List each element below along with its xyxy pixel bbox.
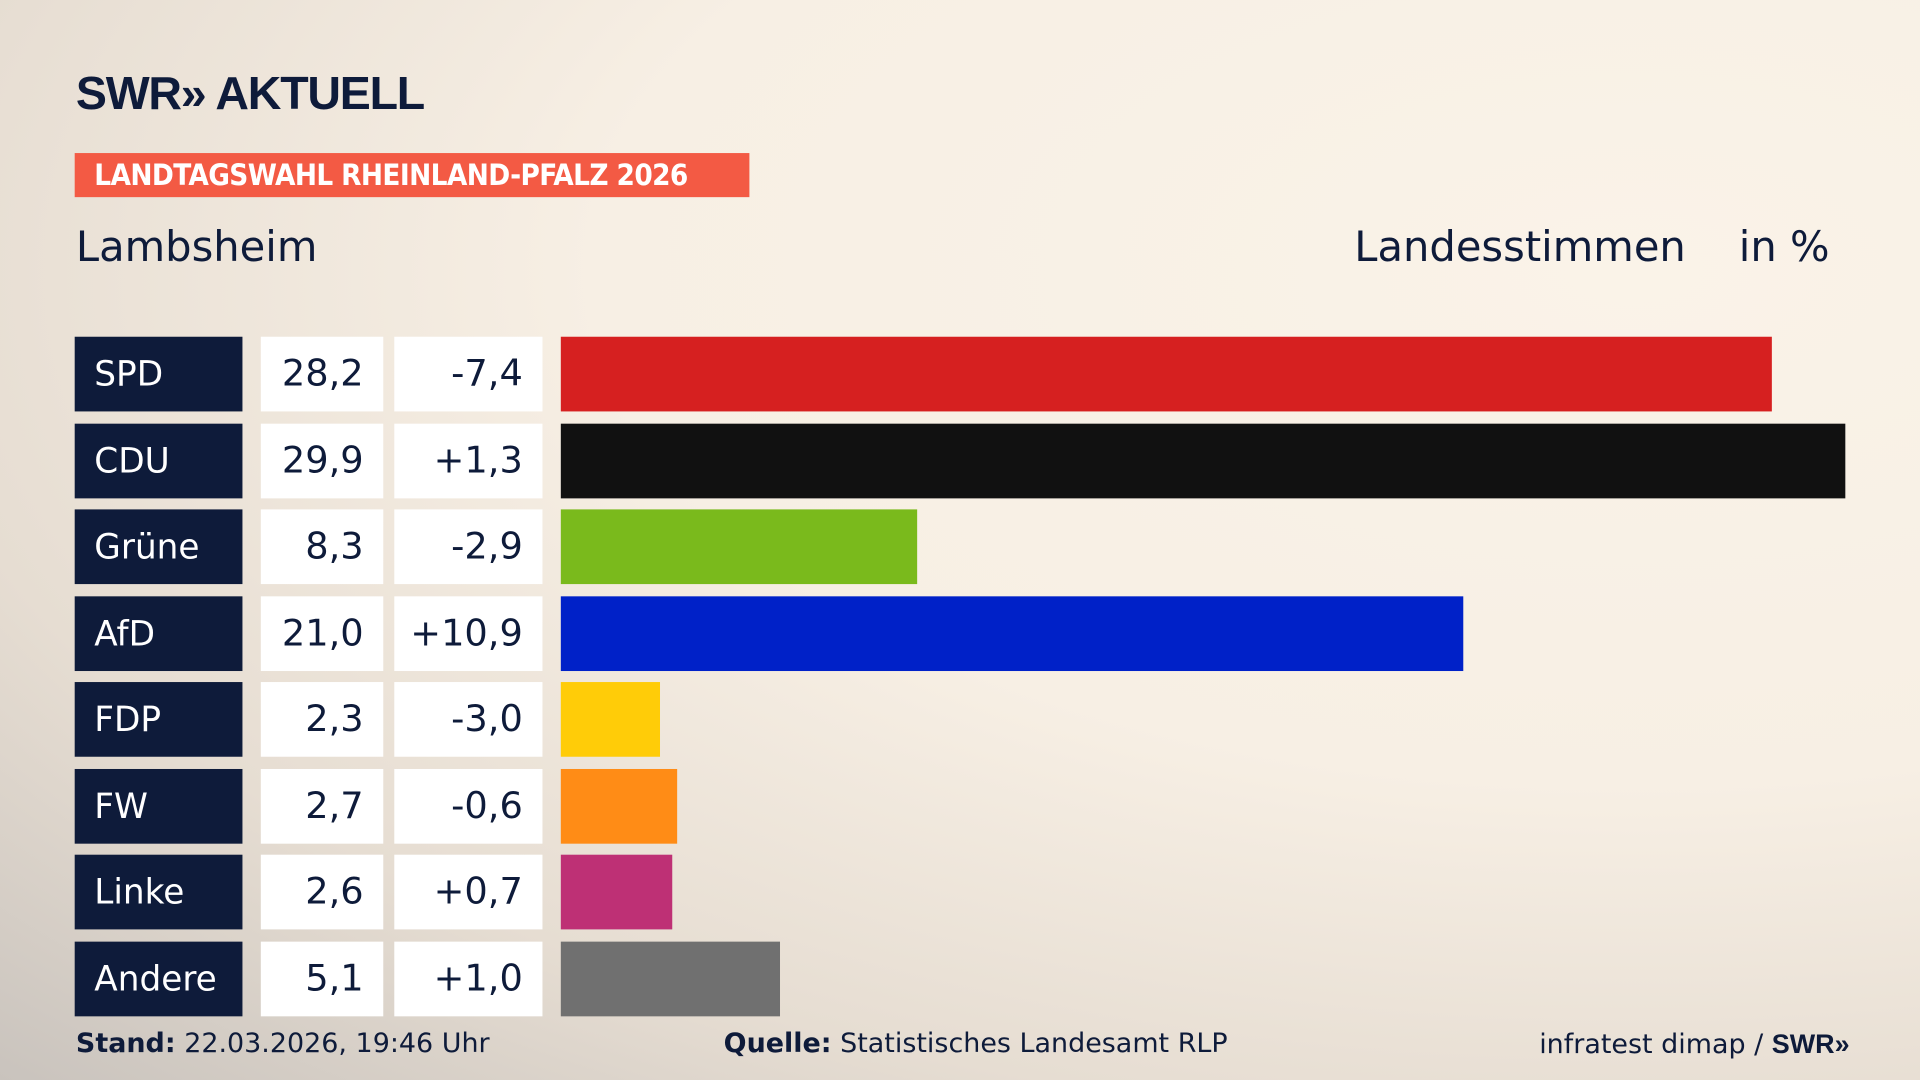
data-label-value: 2,6 xyxy=(260,854,384,930)
party-label: Andere xyxy=(74,941,243,1016)
stand-value: 22.03.2026, 19:46 Uhr xyxy=(184,1028,490,1060)
timestamp: Stand: 22.03.2026, 19:46 Uhr xyxy=(76,1029,490,1060)
credit: infratest dimap / SWR» xyxy=(1539,1029,1849,1061)
data-label-value: 5,1 xyxy=(260,941,384,1016)
party-label: Linke xyxy=(74,854,243,930)
data-label-change: +1,0 xyxy=(394,941,543,1016)
party-label: Grüne xyxy=(74,509,243,585)
source: Quelle: Statistisches Landesamt RLP xyxy=(724,1029,1228,1060)
data-label-change: -3,0 xyxy=(394,682,543,757)
swr-logo: SWR» xyxy=(1771,1028,1850,1060)
bar-linke xyxy=(560,854,673,930)
data-label-change: +10,9 xyxy=(394,595,543,671)
source-label: Quelle: xyxy=(723,1028,832,1060)
data-label-value: 29,9 xyxy=(260,423,384,498)
data-label-change: -7,4 xyxy=(394,336,543,412)
party-label: FDP xyxy=(74,682,243,757)
unit-label: in % xyxy=(1738,222,1830,272)
party-label: FW xyxy=(74,768,243,844)
stand-label: Stand: xyxy=(75,1028,176,1060)
bar-andere xyxy=(560,941,780,1016)
data-label-value: 21,0 xyxy=(260,595,384,671)
party-label: SPD xyxy=(74,336,243,412)
bar-cdu xyxy=(560,423,1846,498)
swr-aktuell-logo: SWR» AKTUELL xyxy=(75,68,425,121)
bar-spd xyxy=(560,336,1773,412)
bar-grüne xyxy=(560,509,918,585)
data-label-value: 2,7 xyxy=(260,768,384,844)
bar-fdp xyxy=(560,682,660,757)
vote-type-label: Landesstimmen xyxy=(1354,222,1686,272)
data-label-value: 28,2 xyxy=(260,336,384,412)
data-label-change: -2,9 xyxy=(394,509,543,585)
election-badge: LANDTAGSWAHL RHEINLAND-PFALZ 2026 xyxy=(74,153,750,198)
credit-text: infratest dimap / xyxy=(1539,1029,1764,1061)
data-label-change: +0,7 xyxy=(394,854,543,930)
data-label-value: 2,3 xyxy=(260,682,384,757)
source-value: Statistisches Landesamt RLP xyxy=(840,1028,1228,1060)
party-label: AfD xyxy=(74,595,243,671)
bar-fw xyxy=(560,768,677,844)
data-label-change: -0,6 xyxy=(394,768,543,844)
bar-afd xyxy=(560,595,1463,671)
data-label-value: 8,3 xyxy=(260,509,384,585)
party-label: CDU xyxy=(74,423,243,498)
data-label-change: +1,3 xyxy=(394,423,543,498)
location-title: Lambsheim xyxy=(75,222,318,272)
